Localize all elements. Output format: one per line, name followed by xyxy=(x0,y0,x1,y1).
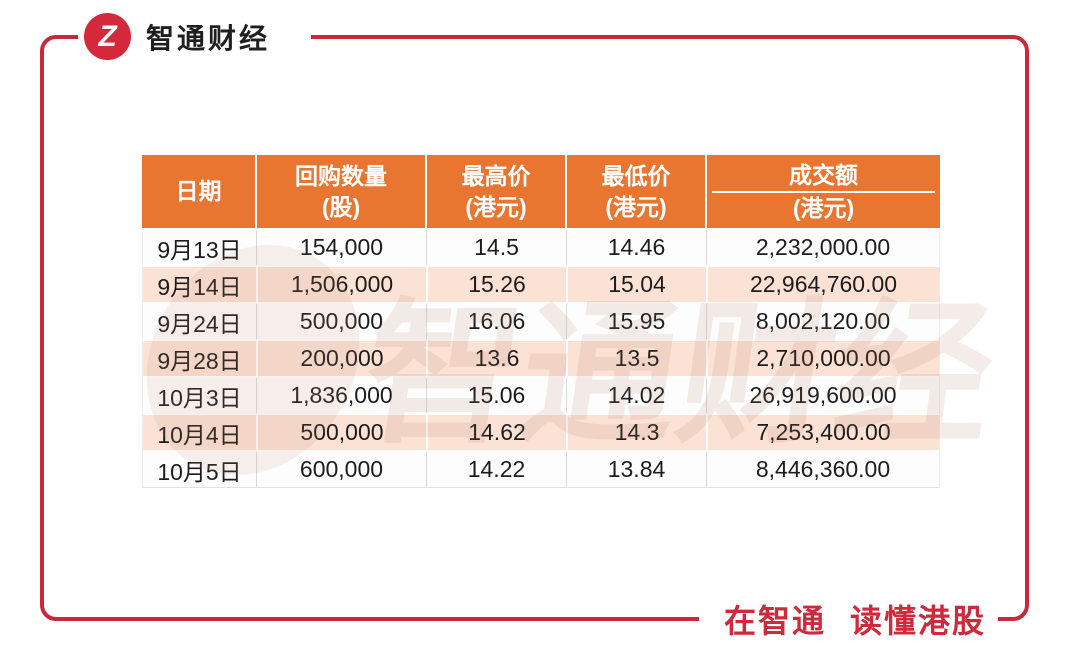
table-cell: 14.62 xyxy=(426,415,566,450)
header-cell-1: 回购数量 (股) xyxy=(255,155,425,228)
table-cell: 15.04 xyxy=(566,267,706,302)
table-cell: 14.5 xyxy=(426,230,566,265)
table-cell: 13.84 xyxy=(566,452,706,487)
table-cell: 14.02 xyxy=(566,378,706,413)
table-cell: 9月24日 xyxy=(157,310,242,337)
table-cell: 2,710,000.00 xyxy=(706,341,939,376)
brand-slogan: 在智通 读懂港股 xyxy=(724,596,986,642)
header-line1: 最高价 xyxy=(461,162,531,189)
table-cell: 10月4日 xyxy=(157,421,242,448)
table-row: 9月13日 154,000 14.5 14.46 2,232,000.00 xyxy=(143,228,939,265)
slogan-part1: 在智通 xyxy=(723,603,826,639)
brand-header: Z 智通财经 xyxy=(84,13,270,60)
frame-gap-top-left xyxy=(78,30,311,45)
header-line2: (港元) xyxy=(792,194,855,221)
table-cell: 154,000 xyxy=(256,230,426,265)
table-cell: 10月5日 xyxy=(157,458,242,485)
table-cell: 7,253,400.00 xyxy=(706,415,939,450)
table-row: 9月14日 1,506,000 15.26 15.04 22,964,760.00 xyxy=(143,265,939,302)
table-cell: 13.6 xyxy=(426,341,566,376)
table-cell: 14.3 xyxy=(566,415,706,450)
table-cell: 600,000 xyxy=(256,452,426,487)
header-line2: (股) xyxy=(321,193,361,220)
table-body: 9月13日 154,000 14.5 14.46 2,232,000.00 9月14日 1,… xyxy=(142,228,940,488)
header-line2: (港元) xyxy=(465,193,527,220)
table-cell: 15.26 xyxy=(426,267,566,302)
header-line1: 最低价 xyxy=(601,162,671,189)
table-row: 10月4日 500,000 14.62 14.3 7,253,400.00 xyxy=(143,413,939,450)
header-cell-3: 最低价 (港元) xyxy=(565,155,705,228)
table-cell: 9月13日 xyxy=(157,236,242,263)
table-cell: 9月14日 xyxy=(157,273,242,300)
table-cell: 13.5 xyxy=(566,341,706,376)
table-cell: 14.22 xyxy=(426,452,566,487)
table-cell: 15.95 xyxy=(566,304,706,339)
table-cell: 10月3日 xyxy=(157,384,242,411)
table-cell: 8,002,120.00 xyxy=(706,304,939,339)
card-frame-border xyxy=(40,35,1029,621)
header-cell-2: 最高价 (港元) xyxy=(425,155,565,228)
header-cell-4: 成交额 (港元) xyxy=(705,155,940,228)
table-row: 10月5日 600,000 14.22 13.84 8,446,360.00 xyxy=(143,450,939,487)
slogan-part2: 读懂港股 xyxy=(849,603,986,639)
table-row: 10月3日 1,836,000 15.06 14.02 26,919,600.00 xyxy=(143,376,939,413)
table-cell: 200,000 xyxy=(256,341,426,376)
header-line1: 回购数量 xyxy=(295,162,387,189)
header-line2: (港元) xyxy=(605,193,667,220)
table-row: 9月28日 200,000 13.6 13.5 2,710,000.00 xyxy=(143,339,939,376)
table-cell: 500,000 xyxy=(256,304,426,339)
table-row: 9月24日 500,000 16.06 15.95 8,002,120.00 xyxy=(143,302,939,339)
table-cell: 26,919,600.00 xyxy=(706,378,939,413)
table-cell: 16.06 xyxy=(426,304,566,339)
table-cell: 22,964,760.00 xyxy=(706,267,939,302)
table-cell: 8,446,360.00 xyxy=(706,452,939,487)
brand-logo-icon: Z xyxy=(84,13,131,60)
table-cell: 14.46 xyxy=(566,230,706,265)
table-cell: 9月28日 xyxy=(157,347,242,374)
table-cell: 1,506,000 xyxy=(256,267,426,302)
table-cell: 1,836,000 xyxy=(256,378,426,413)
header-line1: 成交额 xyxy=(712,160,935,193)
brand-logo-letter: Z xyxy=(98,19,117,53)
table-cell: 15.06 xyxy=(426,378,566,413)
table-cell: 500,000 xyxy=(256,415,426,450)
table-cell: 2,232,000.00 xyxy=(706,230,939,265)
buyback-table: 日期 回购数量 (股) 最高价 (港元) 最低价 (港元) 成交额 (港元) 9月13日 154,… xyxy=(142,155,940,488)
header-cell-0: 日期 xyxy=(142,155,255,228)
header-line1: 日期 xyxy=(175,178,222,204)
brand-name: 智通财经 xyxy=(146,22,271,54)
table-header-row: 日期 回购数量 (股) 最高价 (港元) 最低价 (港元) 成交额 (港元) xyxy=(142,155,940,228)
frame-gap-bottom-right xyxy=(699,611,998,627)
